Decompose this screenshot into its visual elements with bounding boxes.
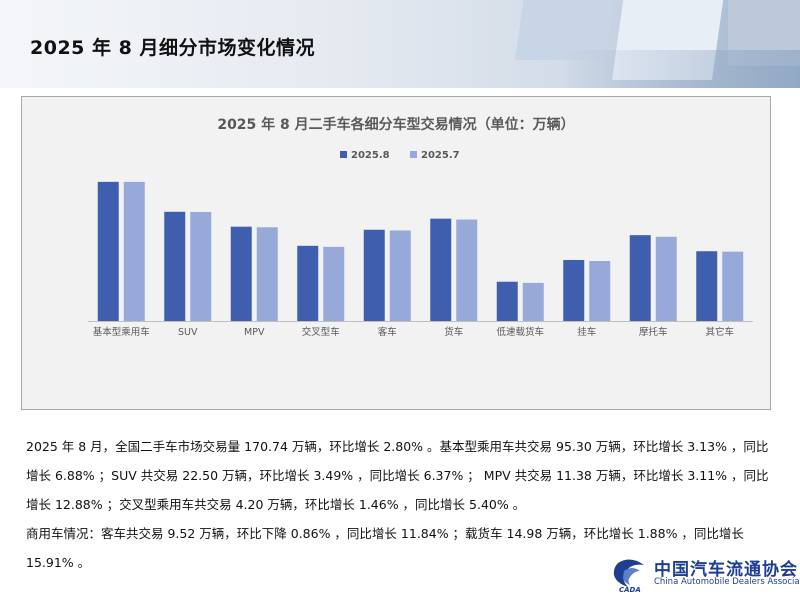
bar	[297, 245, 319, 321]
x-tick-label: 交叉型车	[302, 326, 340, 338]
x-tick-label: 基本型乘用车	[93, 326, 150, 338]
bar	[389, 230, 411, 321]
paragraph-commercial-vehicles: 商用车情况：客车共交易 9.52 万辆，环比下降 0.86% ，同比增长 11.…	[26, 526, 744, 570]
bar	[655, 236, 677, 321]
description-text: 2025 年 8 月，全国二手车市场交易量 170.74 万辆，环比增长 2.8…	[26, 432, 776, 577]
x-tick-label: 客车	[378, 326, 397, 338]
bar	[589, 260, 611, 321]
legend-label: 2025.8	[351, 150, 390, 161]
bar	[363, 229, 385, 321]
legend-swatch	[410, 151, 417, 158]
chart-panel: 2025 年 8 月二手车各细分车型交易情况（单位：万辆） 2025.8 2025.…	[21, 96, 771, 410]
bar	[190, 211, 212, 321]
bar	[563, 259, 585, 321]
header-decoration	[560, 50, 800, 88]
x-tick-label: 货车	[444, 326, 463, 338]
x-tick-label: SUV	[178, 327, 198, 338]
bar	[496, 281, 518, 321]
x-tick-label: 其它车	[705, 326, 734, 338]
bar	[722, 251, 744, 321]
bar	[522, 282, 544, 321]
x-tick-label: MPV	[244, 327, 265, 338]
page-title: 2025 年 8 月细分市场变化情况	[30, 37, 315, 59]
x-tick-label: 摩托车	[639, 326, 668, 338]
bar	[696, 251, 718, 321]
bar	[256, 227, 278, 321]
bar	[164, 211, 186, 321]
header-banner: 2025 年 8 月细分市场变化情况	[0, 0, 800, 88]
bar	[97, 181, 119, 321]
bar	[123, 181, 145, 321]
association-logo: CADA 中国汽车流通协会 China Automobile Dealers A…	[610, 555, 800, 595]
paragraph-passenger-cars: 2025 年 8 月，全国二手车市场交易量 170.74 万辆，环比增长 2.8…	[26, 439, 769, 512]
bar-chart: 2025 年 8 月二手车各细分车型交易情况（单位：万辆） 2025.8 2025.…	[88, 116, 753, 338]
x-tick-label: 挂车	[577, 326, 596, 338]
legend-label: 2025.7	[421, 150, 460, 161]
logo-mark-text: CADA	[619, 586, 641, 593]
logo-name-cn: 中国汽车流通协会	[654, 560, 798, 580]
legend-swatch	[340, 151, 347, 158]
cada-logo-icon: CADA	[613, 559, 644, 593]
x-tick-label: 低速载货车	[496, 326, 544, 338]
chart-title: 2025 年 8 月二手车各细分车型交易情况（单位：万辆）	[217, 116, 574, 133]
logo-name-en: China Automobile Dealers Association	[654, 577, 800, 587]
bar	[629, 235, 651, 321]
bar	[323, 246, 345, 321]
bar	[230, 226, 252, 321]
bar	[456, 219, 478, 321]
bar	[430, 218, 452, 321]
